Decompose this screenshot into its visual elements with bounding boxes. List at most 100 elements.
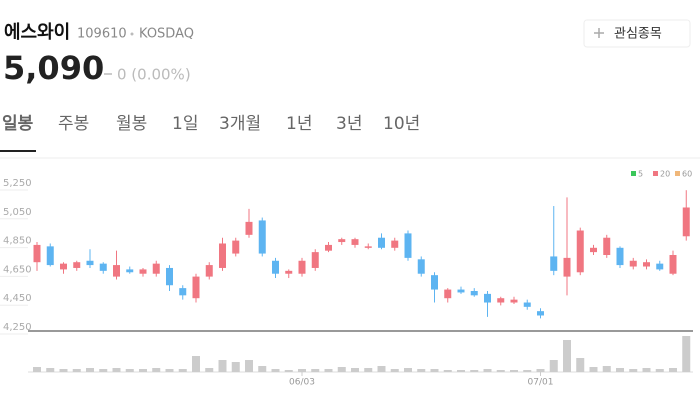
stock-code: 109610 (77, 27, 127, 42)
candle-body (669, 255, 677, 274)
candle-body (311, 252, 319, 268)
change: 0 (0.00%) (117, 66, 191, 84)
y-tick-label: 5,250 (3, 178, 32, 189)
volume-bar (351, 368, 359, 372)
candle-body (629, 260, 637, 267)
volume-bar (563, 340, 571, 372)
candle-body (643, 262, 650, 267)
volume-bar (112, 368, 121, 372)
candle-body (563, 257, 571, 277)
candle-body (391, 240, 399, 248)
volume-bar (298, 369, 306, 372)
watch-button[interactable]: 관심종목 (583, 19, 691, 48)
legend-swatch (653, 171, 658, 176)
candle-body (232, 240, 240, 254)
candle-body (338, 239, 346, 243)
candle-body (60, 263, 67, 270)
volume-bar (589, 367, 598, 372)
candle-body (523, 302, 531, 307)
y-tick-label: 4,850 (3, 236, 32, 247)
volume-bar (496, 370, 505, 372)
tab[interactable]: 10년 (383, 114, 420, 134)
candle-body (537, 311, 544, 316)
volume-bar (125, 369, 134, 372)
candle-body (364, 246, 372, 248)
candle-body (46, 246, 54, 266)
candle-body (351, 239, 359, 245)
candle-body (616, 247, 624, 266)
candle-body (139, 269, 147, 274)
volume-bar (642, 368, 651, 372)
candle-body (576, 230, 584, 273)
volume-bar (510, 370, 518, 372)
tab[interactable]: 일봉 (2, 114, 34, 134)
candle-body (113, 265, 120, 277)
tab[interactable]: 3년 (336, 114, 362, 134)
tab[interactable]: 주봉 (58, 114, 89, 134)
volume-bar (483, 369, 492, 372)
volume-bar (549, 360, 558, 372)
candle-body (33, 244, 41, 263)
button-box[interactable] (583, 19, 691, 48)
volume-bar (682, 336, 691, 372)
candle-body (298, 260, 306, 274)
candle-body (73, 262, 81, 268)
candle-body (404, 233, 412, 258)
volume-bar (443, 370, 452, 372)
candle-body (192, 276, 200, 299)
candle-body (484, 293, 491, 303)
legend-label: 5 (638, 170, 643, 179)
volume-bar (470, 370, 479, 372)
price: 5,090 (3, 49, 104, 87)
legend-label: 60 (682, 170, 692, 179)
volume-bar (576, 358, 585, 372)
volume-bar (377, 366, 386, 372)
candle-body (656, 263, 664, 270)
volume-bar (86, 368, 94, 372)
candle-body (590, 247, 597, 253)
tab[interactable]: 1일 (172, 114, 198, 134)
market: KOSDAQ (139, 27, 194, 42)
candle-body (378, 237, 385, 248)
tab[interactable]: 월봉 (116, 114, 147, 134)
tab[interactable]: 1년 (286, 114, 312, 134)
x-tick-label: 06/03 (289, 378, 315, 388)
tab[interactable]: 3개월 (219, 114, 261, 134)
volume-bar (404, 368, 412, 372)
candle-body (431, 275, 438, 290)
y-tick-label: 4,450 (3, 293, 32, 304)
candle-body (550, 256, 558, 271)
volume-bar (430, 369, 439, 372)
candle-body (470, 291, 478, 296)
volume-bar (192, 356, 200, 372)
volume-bar (178, 369, 187, 372)
volume-bar (337, 367, 346, 372)
volume-bar (46, 368, 55, 372)
candle-body (457, 289, 465, 293)
tabs: 일봉 주봉 월봉 1일 3개월 1년 3년 10년 (2, 114, 420, 134)
volume-bar (523, 370, 532, 372)
candle-body (682, 207, 690, 237)
legend-swatch (675, 171, 680, 176)
candle-body (325, 244, 332, 251)
button-label[interactable]: 관심종목 (614, 27, 662, 42)
volume-bar (33, 367, 41, 372)
volume-bar (284, 370, 293, 372)
candle-body (86, 260, 94, 266)
plus-icon (594, 28, 604, 38)
x-tick-label: 07/01 (528, 378, 554, 388)
volume-bar (629, 369, 638, 372)
volume-bar (258, 366, 267, 372)
volume-bar (205, 368, 214, 372)
volume-bar (457, 370, 465, 372)
candle-body (205, 265, 213, 277)
candle-body (179, 288, 187, 296)
separator-dot (130, 32, 134, 36)
volume-bar (245, 360, 253, 372)
candle-body (166, 267, 173, 286)
candle-body (417, 259, 425, 274)
candle-body (603, 237, 611, 255)
volume-bar (165, 369, 174, 372)
volume-bar (72, 369, 81, 372)
